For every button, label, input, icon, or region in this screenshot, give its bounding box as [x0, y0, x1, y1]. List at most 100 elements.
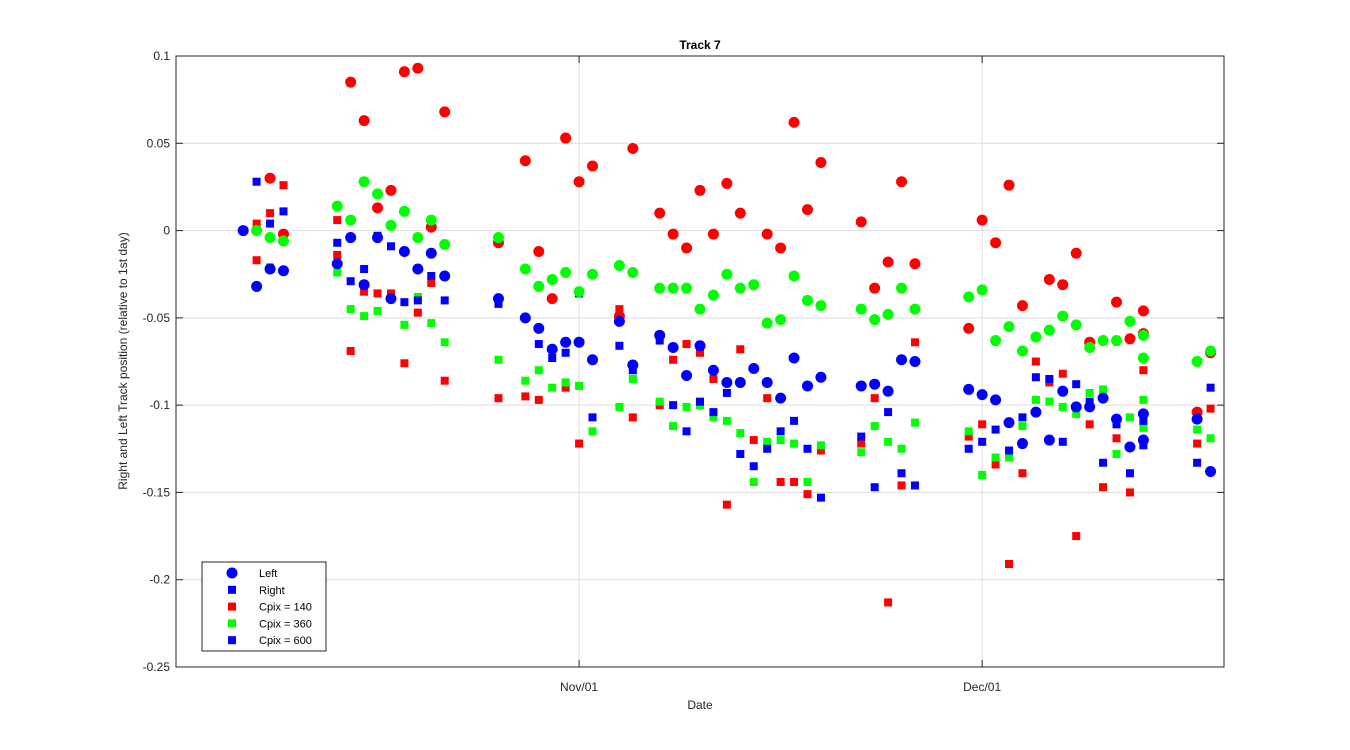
data-point-square: [1005, 560, 1014, 569]
data-point-circle: [519, 155, 531, 167]
data-point-circle: [519, 263, 531, 275]
data-point-circle: [1043, 324, 1055, 336]
data-point-square: [440, 376, 449, 385]
data-point-square: [561, 348, 570, 357]
data-point-square: [534, 395, 543, 404]
data-point-circle: [425, 214, 437, 226]
data-point-circle: [707, 364, 719, 376]
data-point-square: [615, 341, 624, 350]
data-point-square: [669, 401, 678, 410]
legend-marker-square: [228, 619, 236, 628]
data-point-circle: [613, 259, 625, 271]
data-point-square: [386, 242, 395, 251]
data-point-circle: [681, 242, 693, 254]
series-circle-00ff00: [251, 176, 1217, 367]
data-point-circle: [654, 329, 666, 341]
data-point-square: [333, 238, 342, 247]
data-point-square: [1139, 416, 1148, 425]
y-tick-label: -0.2: [149, 573, 170, 587]
data-point-circle: [963, 291, 975, 303]
legend-label: Left: [259, 568, 277, 580]
data-point-circle: [1205, 465, 1217, 477]
data-point-circle: [667, 228, 679, 240]
data-point-square: [897, 481, 906, 490]
data-point-square: [897, 444, 906, 453]
data-point-circle: [1016, 300, 1028, 312]
data-point-circle: [533, 280, 545, 292]
legend-label: Right: [259, 585, 285, 597]
x-tick-labels: Nov/01 Dec/01: [560, 680, 1001, 694]
data-point-circle: [761, 376, 773, 388]
data-point-square: [722, 416, 731, 425]
data-point-circle: [627, 143, 639, 155]
data-point-circle: [546, 273, 558, 285]
data-point-circle: [1111, 335, 1123, 347]
legend-label: Cpix = 360: [259, 618, 312, 630]
data-point-circle: [882, 308, 894, 320]
data-point-circle: [855, 216, 867, 228]
data-point-circle: [761, 317, 773, 329]
data-point-square: [346, 277, 355, 286]
data-point-circle: [627, 359, 639, 371]
data-point-circle: [358, 279, 370, 291]
data-point-square: [1206, 404, 1215, 413]
data-point-square: [910, 481, 919, 490]
data-point-square: [588, 427, 597, 436]
data-point-circle: [439, 239, 451, 251]
data-point-circle: [681, 282, 693, 294]
data-point-circle: [654, 282, 666, 294]
data-point-square: [669, 422, 678, 431]
data-point-circle: [855, 303, 867, 315]
legend-marker-square: [228, 602, 236, 611]
plot-area: [176, 56, 1224, 667]
data-point-circle: [560, 132, 572, 144]
data-point-circle: [1016, 345, 1028, 357]
data-point-square: [440, 296, 449, 305]
data-point-circle: [667, 342, 679, 354]
data-point-circle: [909, 356, 921, 367]
data-point-square: [978, 470, 987, 479]
data-point-square: [776, 436, 785, 445]
x-tick-label: Dec/01: [963, 680, 1001, 694]
data-point-circle: [251, 280, 263, 292]
data-point-square: [346, 347, 355, 356]
series-square-ff0000: [252, 181, 1215, 607]
data-point-square: [709, 413, 718, 422]
data-point-circle: [573, 336, 585, 348]
data-point-circle: [412, 232, 424, 244]
data-point-square: [427, 319, 436, 328]
data-point-circle: [654, 207, 666, 219]
data-point-square: [373, 289, 382, 298]
data-point-square: [870, 394, 879, 403]
data-point-square: [400, 320, 409, 329]
legend: Left Right Cpix = 140 Cpix = 360 Cpix = 600: [201, 561, 327, 652]
data-point-circle: [707, 289, 719, 301]
data-point-square: [548, 383, 557, 392]
data-point-circle: [707, 228, 719, 240]
data-point-square: [561, 383, 570, 392]
data-point-square: [1018, 469, 1027, 478]
data-point-square: [1206, 434, 1215, 443]
x-axis-label: Date: [687, 698, 713, 712]
data-point-circle: [546, 293, 558, 305]
data-point-square: [575, 439, 584, 448]
data-point-square: [494, 355, 503, 364]
data-point-square: [561, 378, 570, 387]
data-point-square: [1018, 413, 1027, 422]
data-point-square: [1005, 446, 1014, 455]
data-point-square: [1072, 380, 1081, 389]
data-point-circle: [627, 266, 639, 278]
data-point-circle: [775, 392, 787, 404]
data-point-circle: [963, 383, 975, 395]
data-point-circle: [331, 200, 343, 212]
data-point-circle: [439, 270, 451, 282]
data-point-square: [521, 392, 530, 401]
data-point-square: [333, 251, 342, 260]
data-point-circle: [372, 232, 384, 244]
series-circle-0000ff: [237, 225, 1217, 477]
data-point-square: [978, 437, 987, 446]
y-tick-label: 0: [163, 224, 170, 238]
y-tick-labels: -0.25 -0.2 -0.15 -0.1 -0.05 0 0.05 0.1: [143, 49, 171, 674]
data-point-square: [1031, 357, 1040, 366]
data-point-circle: [358, 115, 370, 127]
